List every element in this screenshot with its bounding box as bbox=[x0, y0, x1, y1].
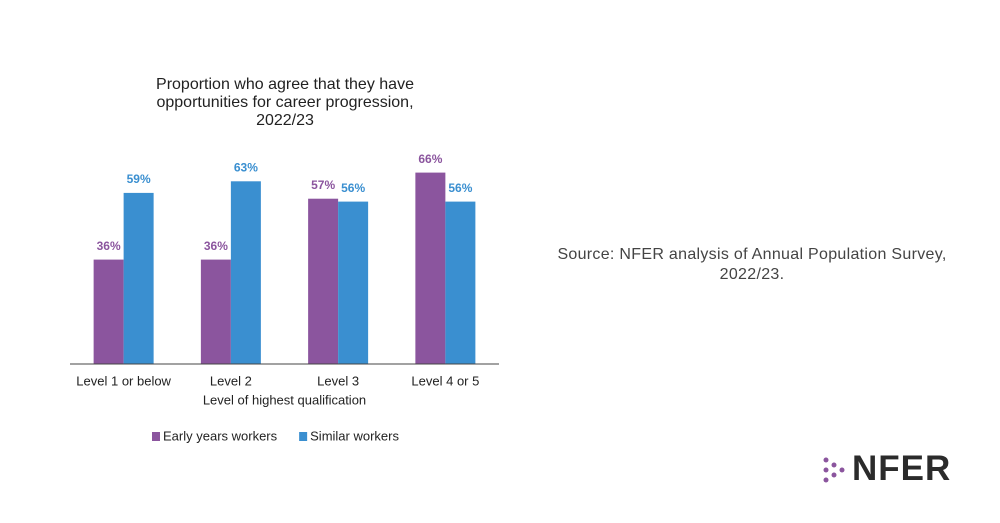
x-tick-label: Level 2 bbox=[210, 373, 252, 388]
value-label: 57% bbox=[311, 178, 335, 192]
value-label: 63% bbox=[234, 160, 258, 174]
legend-swatch bbox=[152, 432, 160, 441]
value-label: 59% bbox=[127, 172, 151, 186]
source-note: Source: NFER analysis of Annual Populati… bbox=[557, 246, 947, 283]
value-label: 56% bbox=[341, 181, 365, 195]
bar bbox=[338, 201, 369, 364]
legend-label: Early years workers bbox=[163, 428, 278, 443]
chart-title: Proportion who agree that they have oppo… bbox=[156, 76, 414, 129]
bar bbox=[445, 201, 476, 364]
x-tick-label: Level 1 or below bbox=[76, 373, 171, 388]
bar bbox=[308, 198, 339, 364]
bar bbox=[93, 259, 124, 364]
bar bbox=[200, 259, 231, 364]
x-tick-label: Level 3 bbox=[317, 373, 359, 388]
value-label: 56% bbox=[448, 181, 472, 195]
legend-label: Similar workers bbox=[310, 428, 399, 443]
bar bbox=[123, 192, 154, 364]
value-label: 36% bbox=[97, 239, 121, 253]
legend-swatch bbox=[299, 432, 308, 441]
bar bbox=[415, 172, 446, 364]
logo-icon bbox=[823, 457, 845, 483]
x-tick-label: Level 4 or 5 bbox=[411, 373, 479, 388]
bar bbox=[230, 181, 261, 364]
value-label: 66% bbox=[418, 152, 442, 166]
value-label: 36% bbox=[204, 239, 228, 253]
x-axis-title: Level of highest qualification bbox=[203, 392, 366, 407]
logo-text: NFER bbox=[852, 449, 952, 488]
